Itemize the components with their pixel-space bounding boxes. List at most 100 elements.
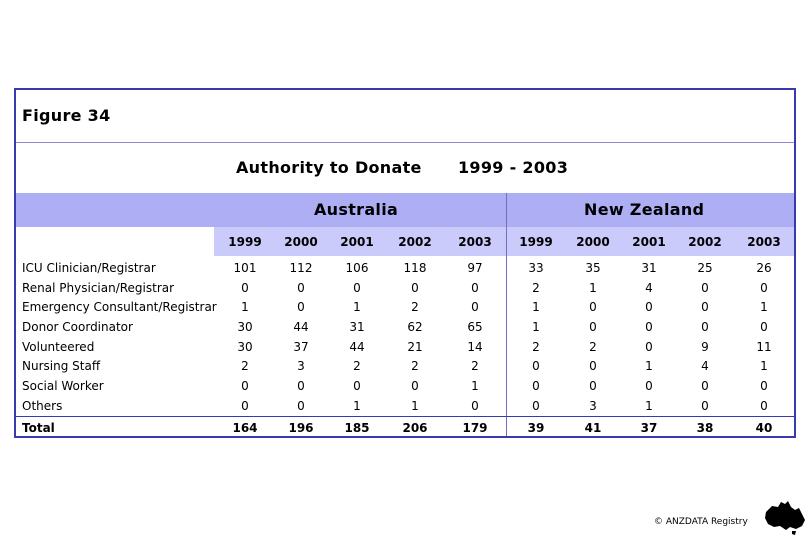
table-cell: 2 (353, 359, 361, 373)
table-cell: 2 (532, 340, 540, 354)
total-cell: 179 (462, 421, 488, 435)
table-cell: 1 (645, 399, 653, 413)
year-header: 2001 (632, 235, 666, 249)
group-header-band (16, 193, 794, 227)
table-cell: 0 (353, 379, 361, 393)
table-cell: 0 (645, 320, 653, 334)
table-cell: 0 (353, 281, 361, 295)
total-cell: 40 (755, 421, 773, 435)
table-cell: 0 (589, 359, 597, 373)
year-header: 2001 (340, 235, 374, 249)
figure-panel: Figure 34 Authority to Donate 1999 - 200… (14, 88, 796, 438)
table-cell: 1 (353, 399, 361, 413)
table-cell: 65 (467, 320, 483, 334)
table-cell: 1 (760, 300, 768, 314)
table-cell: 0 (701, 399, 709, 413)
table-cell: 118 (403, 261, 427, 275)
year-header: 2000 (284, 235, 318, 249)
table-cell: 0 (297, 379, 305, 393)
table-cell: 1 (589, 281, 597, 295)
table-cell: 2 (471, 359, 479, 373)
year-header-band (214, 227, 794, 256)
table-cell: 1 (471, 379, 479, 393)
table-cell: 0 (589, 379, 597, 393)
group-header-new-zealand: New Zealand (584, 200, 705, 219)
table-cell: 14 (467, 340, 483, 354)
table-cell: 0 (701, 281, 709, 295)
table-cell: 4 (701, 359, 709, 373)
year-header: 2003 (747, 235, 781, 249)
table-cell: 1 (532, 300, 540, 314)
row-label: Nursing Staff (22, 359, 101, 373)
table-cell: 0 (645, 340, 653, 354)
table-cell: 2 (589, 340, 597, 354)
table-cell: 3 (589, 399, 597, 413)
table-cell: 0 (241, 399, 249, 413)
title-divider (16, 142, 794, 143)
table-cell: 0 (297, 300, 305, 314)
table-cell: 1 (411, 399, 419, 413)
year-header: 2003 (458, 235, 492, 249)
table-cell: 44 (293, 320, 309, 334)
row-label: Others (22, 399, 63, 413)
total-divider (16, 416, 794, 417)
table-cell: 2 (532, 281, 540, 295)
table-cell: 0 (532, 399, 540, 413)
table-cell: 0 (701, 320, 709, 334)
table-cell: 30 (237, 340, 253, 354)
table-cell: 3 (297, 359, 305, 373)
table-cell: 0 (701, 379, 709, 393)
total-cell: 39 (527, 421, 545, 435)
table-cell: 2 (241, 359, 249, 373)
table-cell: 1 (353, 300, 361, 314)
group-header-australia: Australia (314, 200, 399, 219)
table-cell: 0 (471, 281, 479, 295)
table-cell: 0 (645, 300, 653, 314)
table-cell: 112 (289, 261, 313, 275)
copyright-credit: © ANZDATA Registry (654, 517, 748, 527)
table-cell: 25 (697, 261, 713, 275)
total-cell: 37 (640, 421, 658, 435)
australia-map-icon (765, 501, 805, 535)
table-cell: 0 (589, 320, 597, 334)
table-title: Authority to Donate (236, 158, 422, 177)
row-label: Donor Coordinator (22, 320, 133, 334)
table-cell: 31 (349, 320, 365, 334)
table-cell: 0 (532, 359, 540, 373)
total-label: Total (22, 421, 55, 435)
table-cell: 21 (407, 340, 423, 354)
year-header: 2002 (398, 235, 432, 249)
table-cell: 30 (237, 320, 253, 334)
year-header: 2002 (688, 235, 722, 249)
total-cell: 185 (344, 421, 370, 435)
year-header: 1999 (519, 235, 553, 249)
year-header: 2000 (576, 235, 610, 249)
table-period: 1999 - 2003 (458, 158, 569, 177)
row-label: ICU Clinician/Registrar (22, 261, 156, 275)
table-cell: 33 (528, 261, 544, 275)
table-cell: 0 (760, 281, 768, 295)
table-cell: 0 (760, 320, 768, 334)
table-cell: 0 (411, 379, 419, 393)
table-cell: 97 (467, 261, 483, 275)
table-cell: 35 (585, 261, 601, 275)
year-header: 1999 (228, 235, 262, 249)
table-cell: 26 (756, 261, 772, 275)
row-label: Volunteered (22, 340, 95, 354)
table-cell: 1 (645, 359, 653, 373)
table-cell: 0 (589, 300, 597, 314)
table-cell: 2 (411, 359, 419, 373)
table-cell: 1 (760, 359, 768, 373)
total-cell: 196 (288, 421, 314, 435)
table-cell: 101 (233, 261, 257, 275)
table-cell: 44 (349, 340, 365, 354)
table-cell: 0 (471, 300, 479, 314)
table-cell: 1 (532, 320, 540, 334)
row-label: Emergency Consultant/Registrar (22, 300, 217, 314)
total-cell: 164 (232, 421, 258, 435)
table-cell: 31 (641, 261, 657, 275)
total-cell: 206 (402, 421, 428, 435)
table-cell: 0 (411, 281, 419, 295)
row-label: Renal Physician/Registrar (22, 281, 175, 295)
table-cell: 11 (756, 340, 772, 354)
